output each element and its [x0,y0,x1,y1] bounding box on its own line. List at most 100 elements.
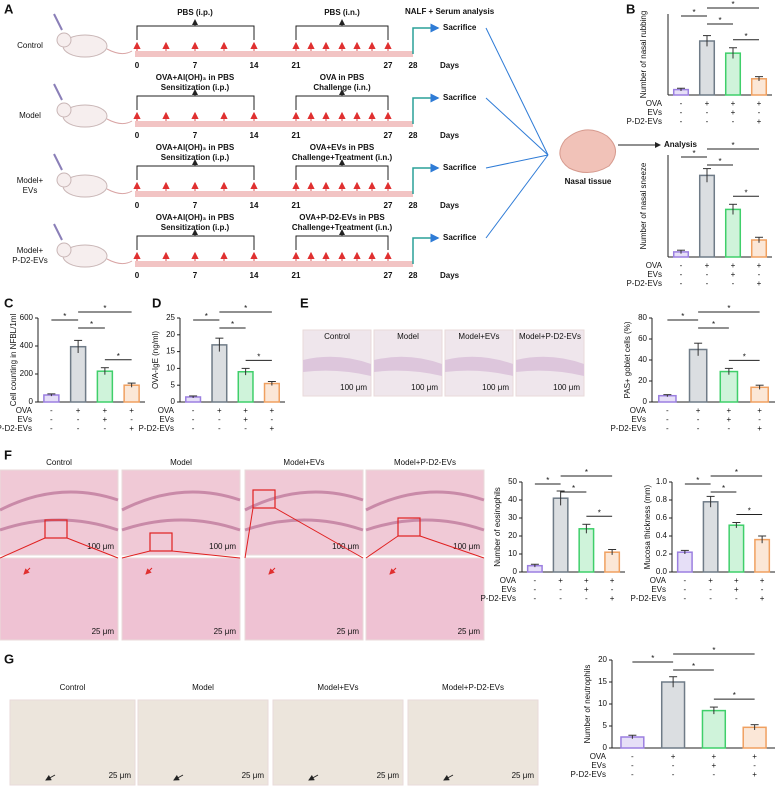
significance-label: * [733,691,736,700]
bar [211,344,228,403]
endpoint-text: Sacrifice [443,233,477,242]
cell-arrow [389,567,397,575]
endpoint-line [412,233,440,264]
y-tick-label: 0 [603,743,608,752]
inset-line [365,535,399,559]
micrograph [0,557,119,641]
day-label: 21 [292,271,301,280]
y-tick-label: 10 [166,364,175,373]
condition-sign: + [696,406,701,415]
condition-sign: + [558,576,563,585]
inset-line [121,550,151,559]
bar [724,208,742,258]
mouse-tail [106,258,133,265]
day-label: 7 [193,131,198,140]
bar [698,40,716,96]
significance-label: * [103,304,106,313]
phase-text: Sensitization (i.p.) [161,153,230,162]
condition-sign: + [712,752,717,761]
tissue-fold [244,490,364,532]
phase-text: OVA+P-D2-EVs in PBS [299,213,385,222]
group-label: EVs [23,186,38,195]
phase-bracket [136,165,255,180]
bar [660,681,686,749]
condition-sign: + [727,415,732,424]
condition-name: EVs [159,415,174,424]
condition-name: P-D2-EVs [0,424,32,433]
phase-text: Challenge+Treatment (i.n.) [292,223,393,232]
micrograph [9,699,136,786]
condition-sign: + [757,279,762,288]
micrograph-label: Model+EVs [283,458,324,467]
micrograph-label: Model+P-D2-EVs [442,683,504,692]
condition-name: EVs [647,108,662,117]
y-tick-label: 0 [643,397,648,406]
condition-sign: + [752,770,757,779]
condition-sign: - [192,424,195,433]
bar [263,382,280,403]
micrograph [407,699,539,786]
significance-label: * [744,188,747,197]
panel-label: D [152,295,161,310]
y-tick-label: 200 [20,369,34,378]
condition-sign: - [706,279,709,288]
phase-text: Challenge (i.n.) [313,83,371,92]
condition-sign: + [584,576,589,585]
micrograph-label: Model+P-D2-EVs [519,332,581,341]
mouse-tail [106,188,133,195]
bar [552,497,569,573]
condition-sign: - [753,761,756,770]
bar [750,78,768,96]
phase-bracket [295,95,389,110]
phase-bracket [295,25,389,40]
condition-sign: - [732,279,735,288]
condition-sign: - [611,585,614,594]
significance-label: * [712,646,715,655]
condition-sign: + [757,261,762,270]
y-tick-label: 0.0 [656,567,668,576]
condition-sign: + [734,576,739,585]
inset-line [244,507,254,559]
micrograph-label: Model [170,458,192,467]
timeline [135,51,413,57]
bar [69,345,87,403]
inset-line [0,537,46,559]
inset-box [149,532,173,552]
bar [578,528,595,573]
day-label: 28 [409,201,418,210]
condition-sign: - [244,424,247,433]
y-tick-label: 0.4 [656,531,668,540]
condition-name: P-D2-EVs [626,279,662,288]
mouse-head [56,172,72,188]
scale-bar-label: 25 μm [337,627,360,636]
inset-box [44,519,68,539]
phase-text: OVA+Al(OH)₃ in PBS [156,73,235,82]
condition-name: EVs [647,270,662,279]
condition-sign: + [103,415,108,424]
endpoint-line [412,163,440,194]
to-tissue [485,97,549,156]
bar [96,370,114,403]
condition-sign: + [705,99,710,108]
phase-bracket [136,235,255,250]
scale-bar-label: 25 μm [458,627,481,636]
significance-label: * [692,149,695,158]
condition-sign: - [672,761,675,770]
scale-bar-label: 100 μm [553,383,580,392]
day-label: 0 [135,61,140,70]
phase-text: OVA+Al(OH)₃ in PBS [156,213,235,222]
condition-sign: - [192,415,195,424]
day-label: 14 [250,61,259,70]
condition-name: OVA [650,576,667,585]
mouse-head [56,32,72,48]
condition-sign: + [584,585,589,594]
significance-label: * [63,312,66,321]
condition-sign: - [761,585,764,594]
y-tick-label: 0 [29,397,34,406]
y-axis-label: Number of nasal sneeze [639,162,648,249]
y-tick-label: 0.6 [656,513,668,522]
timeline [135,121,413,127]
condition-sign: - [50,424,53,433]
tissue-fold [121,490,241,532]
micrograph-label: Control [324,332,350,341]
